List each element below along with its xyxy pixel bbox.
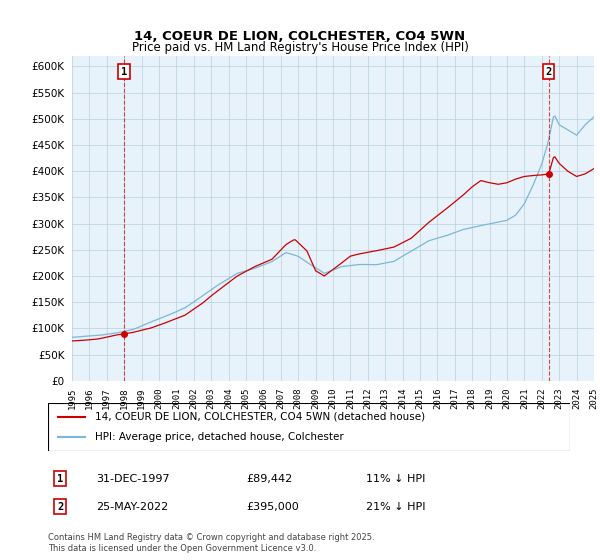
Text: 1: 1 <box>57 474 63 484</box>
Text: 14, COEUR DE LION, COLCHESTER, CO4 5WN (detached house): 14, COEUR DE LION, COLCHESTER, CO4 5WN (… <box>95 412 425 422</box>
Text: 31-DEC-1997: 31-DEC-1997 <box>96 474 170 484</box>
Text: 2: 2 <box>545 67 552 77</box>
Text: 11% ↓ HPI: 11% ↓ HPI <box>366 474 425 484</box>
Text: Contains HM Land Registry data © Crown copyright and database right 2025.
This d: Contains HM Land Registry data © Crown c… <box>48 533 374 553</box>
Text: 1: 1 <box>121 67 127 77</box>
Text: 14, COEUR DE LION, COLCHESTER, CO4 5WN: 14, COEUR DE LION, COLCHESTER, CO4 5WN <box>134 30 466 43</box>
Text: £395,000: £395,000 <box>246 502 299 512</box>
Text: £89,442: £89,442 <box>246 474 292 484</box>
Text: 2: 2 <box>57 502 63 512</box>
Text: 25-MAY-2022: 25-MAY-2022 <box>96 502 168 512</box>
Text: Price paid vs. HM Land Registry's House Price Index (HPI): Price paid vs. HM Land Registry's House … <box>131 41 469 54</box>
Text: 21% ↓ HPI: 21% ↓ HPI <box>366 502 425 512</box>
Text: HPI: Average price, detached house, Colchester: HPI: Average price, detached house, Colc… <box>95 432 344 442</box>
